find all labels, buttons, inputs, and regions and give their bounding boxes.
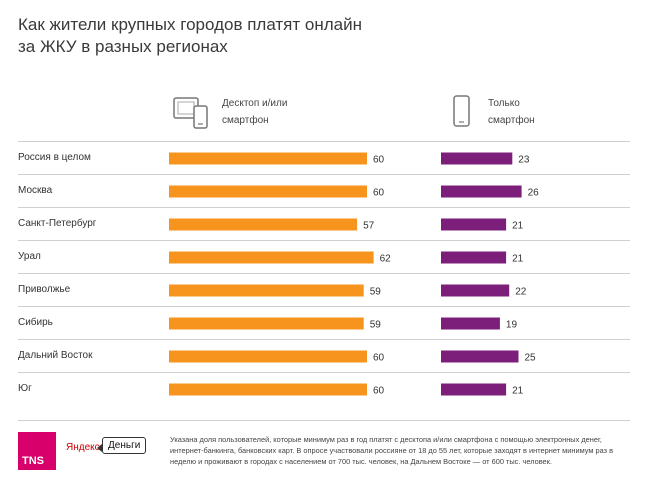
value-label-smartphone: 21 — [512, 386, 524, 397]
value-label-smartphone: 19 — [506, 320, 518, 331]
bar-desktop — [169, 251, 374, 264]
value-label-desktop: 60 — [373, 353, 385, 364]
value-label-smartphone: 26 — [528, 188, 540, 199]
region-label: Москва — [18, 184, 53, 196]
row-divider — [18, 174, 630, 175]
value-label-desktop: 57 — [363, 221, 375, 232]
bar-smartphone — [441, 251, 507, 264]
row-divider — [18, 240, 630, 241]
footnote: Указана доля пользователей, которые мини… — [170, 435, 613, 466]
value-label-smartphone: 21 — [512, 221, 524, 232]
bar-smartphone — [441, 383, 507, 396]
bar-desktop — [169, 218, 358, 231]
value-label-smartphone: 22 — [515, 287, 527, 298]
region-label: Санкт-Петербург — [18, 217, 97, 229]
legend-smartphone: Только смартфон — [436, 92, 535, 132]
bar-smartphone — [441, 317, 500, 330]
chart-title-line-1: Как жители крупных городов платят онлайн — [18, 15, 363, 34]
value-label-desktop: 60 — [373, 386, 385, 397]
legend-desktop-line-2: смартфон — [222, 115, 269, 126]
value-label-smartphone: 21 — [512, 254, 524, 265]
bar-chart: 60 23 60 26 57 21 62 21 59 22 59 19 60 25 60 21 — [169, 152, 540, 397]
bar-smartphone — [441, 350, 519, 363]
legend-smartphone-line-2: смартфон — [488, 115, 535, 126]
value-label-desktop: 59 — [370, 320, 382, 331]
tns-logo: TNS — [18, 432, 56, 470]
smartphone-icon — [453, 95, 470, 127]
chart-title: Как жители крупных городов платят онлайн… — [18, 14, 448, 58]
row-divider — [18, 207, 630, 208]
desktop-smartphone-icon — [173, 97, 208, 129]
yandex-logo: Яндекс — [66, 442, 100, 453]
region-label: Дальний Восток — [18, 349, 93, 361]
value-label-smartphone: 23 — [518, 155, 530, 166]
region-label: Юг — [18, 382, 32, 394]
bar-desktop — [169, 317, 364, 330]
value-label-desktop: 59 — [370, 287, 382, 298]
value-label-smartphone: 25 — [525, 353, 537, 364]
value-label-desktop: 62 — [380, 254, 392, 265]
bar-desktop — [169, 152, 367, 165]
legend-desktop: Десктоп и/или смартфон — [170, 92, 287, 132]
bar-desktop — [169, 185, 367, 198]
bar-smartphone — [441, 218, 507, 231]
region-label: Урал — [18, 250, 41, 262]
value-label-desktop: 60 — [373, 155, 385, 166]
footer-divider — [18, 420, 630, 421]
row-divider — [18, 273, 630, 274]
row-divider — [18, 372, 630, 373]
row-divider — [18, 306, 630, 307]
bar-smartphone — [441, 284, 510, 297]
bar-desktop — [169, 383, 367, 396]
money-logo: Деньги — [96, 437, 147, 454]
bar-smartphone — [441, 152, 513, 165]
bar-desktop — [169, 284, 364, 297]
bar-smartphone — [441, 185, 522, 198]
value-label-desktop: 60 — [373, 188, 385, 199]
bar-desktop — [169, 350, 367, 363]
chart-title-line-2: за ЖКУ в разных регионах — [18, 37, 228, 56]
legend-desktop-line-1: Десктоп и/или — [222, 98, 288, 109]
region-label: Россия в целом — [18, 151, 91, 163]
row-divider — [18, 339, 630, 340]
region-label: Приволжье — [18, 283, 71, 295]
row-divider — [18, 141, 630, 142]
region-label: Сибирь — [18, 316, 53, 328]
legend-smartphone-line-1: Только — [488, 98, 520, 109]
